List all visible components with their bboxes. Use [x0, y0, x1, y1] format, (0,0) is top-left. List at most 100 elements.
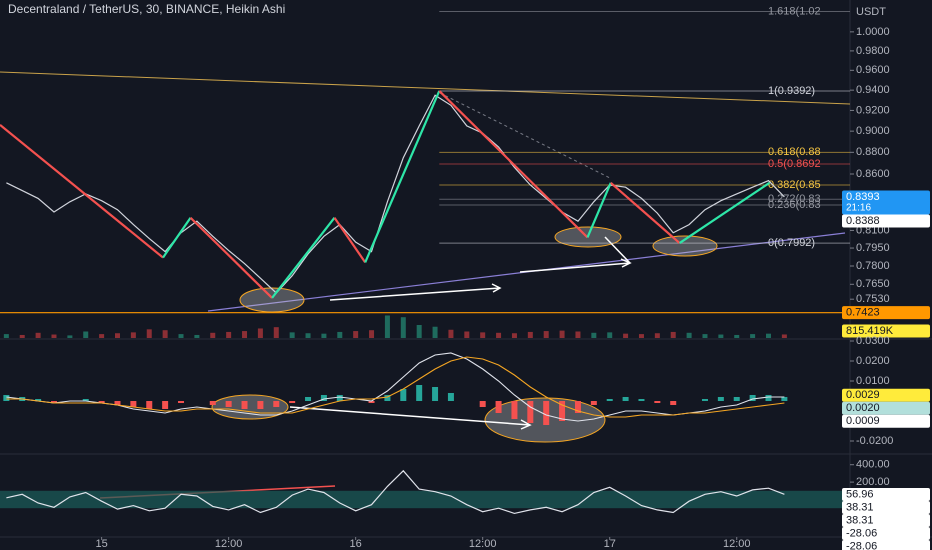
x-tick-label: 12:00 [215, 538, 243, 550]
zigzag-segment [678, 181, 771, 244]
zigzag-segment [0, 124, 164, 259]
y-tick-label: 0.9800 [856, 45, 890, 57]
volume-bar [210, 332, 216, 338]
macd-histogram-bar [320, 395, 327, 401]
highlight-ellipse [652, 235, 718, 257]
volume-bar [781, 334, 787, 338]
y-tick-label: 0.0200 [856, 355, 890, 367]
y-tick-label: 200.00 [856, 476, 890, 488]
volume-bar [765, 333, 771, 338]
macd-histogram-bar [98, 401, 105, 403]
y-tick-label: 0.9400 [856, 84, 890, 96]
x-tick-label: 17 [604, 538, 616, 550]
y-tick-label: 0.7530 [856, 293, 890, 305]
macd-histogram-bar [305, 397, 312, 401]
volume-bar [559, 330, 565, 338]
macd-histogram-bar [162, 401, 169, 409]
volume-bar [226, 331, 232, 338]
axis-tag-label: 0.7423 [846, 307, 880, 319]
axis-tag [842, 306, 930, 320]
volume-bar [511, 333, 517, 338]
macd-histogram-bar [701, 399, 708, 401]
volume-bar [623, 333, 629, 338]
axis-tag-label: 38.31 [846, 514, 874, 526]
volume-bar [702, 334, 708, 338]
volume-bar [607, 332, 613, 338]
macd-histogram-bar [225, 401, 232, 407]
volume-bar [83, 331, 89, 338]
fib-label: 1.618(1.02 [768, 5, 821, 17]
volume-bar [369, 330, 375, 338]
x-tick-label: 16 [350, 538, 362, 550]
macd-histogram-bar [479, 401, 486, 407]
macd-histogram-bar [82, 399, 89, 401]
axis-tag [842, 527, 930, 541]
macd-histogram-bar [368, 401, 375, 403]
axis-tag [842, 414, 930, 428]
axis-tag-label: -28.06 [846, 527, 877, 539]
volume-bar [3, 334, 9, 338]
fib-label: 0.618(0.88 [768, 146, 821, 158]
volume-bar [527, 331, 533, 338]
y-tick-label: 0.8600 [856, 168, 890, 180]
y-tick-label: 0.0300 [856, 335, 890, 347]
y-tick-label: 0.7950 [856, 242, 890, 254]
axis-tag [842, 501, 930, 515]
zigzag-segment [333, 217, 367, 264]
volume-bar [718, 334, 724, 338]
zigzag-segment [189, 216, 273, 299]
volume-bar [99, 334, 105, 338]
y-tick-label: 0.9000 [856, 125, 890, 137]
macd-line [6, 352, 785, 422]
zigzag-segment [271, 217, 336, 299]
volume-bar [289, 332, 295, 338]
axis-tag [842, 540, 930, 550]
axis-tag-label: 0.0009 [846, 415, 880, 427]
macd-histogram-bar [130, 401, 137, 407]
macd-histogram-bar [114, 401, 121, 405]
volume-bar [543, 331, 549, 338]
volume-bar [257, 328, 263, 338]
axis-tag-label: 0.0020 [846, 402, 880, 414]
macd-histogram-bar [209, 401, 216, 405]
highlight-ellipse [239, 287, 305, 313]
volume-bar [242, 331, 248, 338]
axis-tag [842, 190, 930, 215]
volume-bar [337, 331, 343, 338]
y-tick-label: -0.0200 [856, 435, 893, 447]
macd-histogram-bar [384, 395, 391, 401]
axis-tag-label: 0.8388 [846, 215, 880, 227]
chart-title: Decentraland / TetherUS, 30, BINANCE, He… [8, 2, 285, 16]
volume-bar [432, 326, 438, 338]
macd-histogram-bar [654, 401, 661, 403]
macd-histogram-bar [432, 387, 439, 401]
y-tick-label: 0.7800 [856, 260, 890, 272]
volume-bar [305, 333, 311, 338]
axis-tag-label: 815.419K [846, 325, 894, 337]
volume-bar [321, 333, 327, 338]
volume-bar [67, 335, 73, 338]
macd-histogram-bar [717, 397, 724, 401]
zigzag-segment [438, 90, 589, 239]
y-tick-label: 0.9600 [856, 64, 890, 76]
volume-bar [480, 332, 486, 338]
volume-bar [51, 334, 57, 338]
volume-bar [734, 334, 740, 338]
macd-histogram-bar [559, 401, 566, 421]
zigzag-segment [162, 217, 192, 259]
macd-histogram-bar [670, 401, 677, 405]
macd-histogram-bar [765, 395, 772, 401]
y-tick-label: 0.9200 [856, 104, 890, 116]
axis-tag [842, 324, 930, 338]
arrow [289, 406, 532, 430]
x-tick-label: 15 [95, 538, 107, 550]
macd-histogram-bar [3, 395, 10, 401]
axis-tag-label: 38.31 [846, 501, 874, 513]
macd-histogram-bar [527, 401, 534, 423]
volume-bar [575, 331, 581, 338]
axis-tag-label: 56.96 [846, 488, 874, 500]
axis-tag [842, 514, 930, 528]
volume-bar [273, 327, 279, 338]
